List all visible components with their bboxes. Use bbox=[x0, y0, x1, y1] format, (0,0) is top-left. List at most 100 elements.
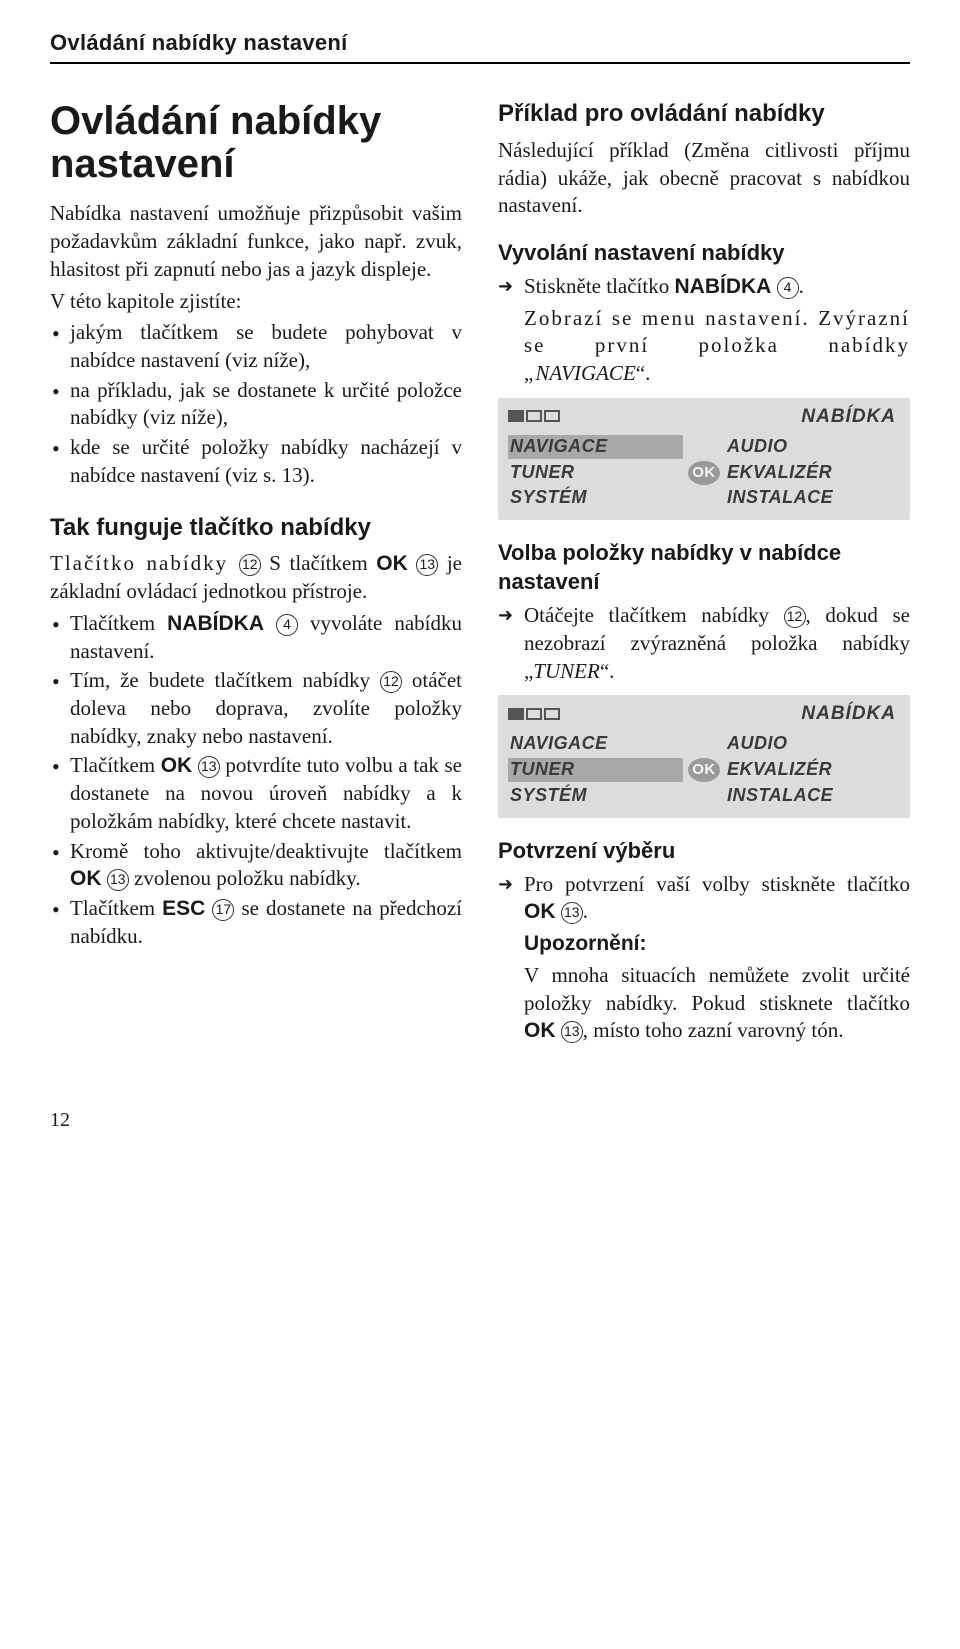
text-fragment: Otáčejte tlačítkem nabídky bbox=[524, 603, 784, 627]
menu-item-navigace: NAVIGACE bbox=[508, 435, 683, 459]
ok-label: OK bbox=[70, 867, 102, 890]
note-heading: Upozornění: bbox=[498, 930, 910, 958]
ok-label: OK bbox=[161, 754, 193, 777]
text-fragment: Tlačítkem bbox=[70, 896, 162, 920]
nav-word: NAVIGACE bbox=[535, 361, 635, 385]
menu-item-tuner: TUNER bbox=[508, 461, 683, 485]
text-fragment: . bbox=[583, 899, 588, 923]
two-column-layout: Ovládání nabídky nastavení Nabídka nasta… bbox=[50, 100, 910, 1049]
ok-badge: OK bbox=[688, 758, 720, 782]
tak-bullets: Tlačítkem NABÍDKA 4 vyvoláte nabídku nas… bbox=[50, 610, 462, 951]
device-left-col: NAVIGACE TUNER SYSTÉM bbox=[508, 435, 683, 510]
text-fragment: V mnoha situacích nemůžete zvolit určité… bbox=[524, 963, 910, 1015]
ref-circle-12: 12 bbox=[380, 671, 402, 693]
device-display-1: NABÍDKA NAVIGACE TUNER SYSTÉM OK AUDIO E… bbox=[498, 398, 910, 520]
esc-label: ESC bbox=[162, 897, 205, 920]
device-toprow: NABÍDKA bbox=[508, 404, 900, 429]
list-item: kde se určité položky nabídky nacházejí … bbox=[50, 434, 462, 489]
ok-label: OK bbox=[524, 1019, 556, 1042]
ref-circle-13: 13 bbox=[561, 1021, 583, 1043]
subheading: Volba položky nabídky v nabídce nastaven… bbox=[498, 538, 910, 596]
step-item: Otáčejte tlačítkem nabídky 12, dokud se … bbox=[498, 602, 910, 685]
nabidka-label: NABÍDKA bbox=[674, 275, 771, 298]
step-item: Pro potvrzení vaší volby stiskněte tlačí… bbox=[498, 871, 910, 926]
note-label: Upozornění: bbox=[524, 932, 646, 955]
section-heading: Tak funguje tlačítko nabídky bbox=[50, 514, 462, 543]
ref-circle-13: 13 bbox=[198, 756, 220, 778]
ok-label: OK bbox=[376, 552, 408, 575]
text-fragment: Stiskněte tlačítko bbox=[524, 274, 674, 298]
text-fragment: , místo toho zazní varovný tón. bbox=[583, 1018, 844, 1042]
status-boxes-icon bbox=[508, 410, 560, 422]
ok-wrap: OK bbox=[683, 461, 725, 485]
menu-item-audio: AUDIO bbox=[725, 732, 900, 756]
list-item: Tlačítkem ESC 17 se dostanete na předcho… bbox=[50, 895, 462, 950]
running-head: Ovládání nabídky nastavení bbox=[50, 30, 910, 56]
menu-item-navigace: NAVIGACE bbox=[508, 732, 683, 756]
paragraph: Zobrazí se menu nastavení. Zvýrazní se p… bbox=[498, 305, 910, 388]
device-display-2: NABÍDKA NAVIGACE TUNER SYSTÉM OK AUDIO E… bbox=[498, 695, 910, 817]
subheading: Vyvolání nastavení nabídky bbox=[498, 238, 910, 267]
ref-circle-13: 13 bbox=[107, 869, 129, 891]
menu-item-tuner: TUNER bbox=[508, 758, 683, 782]
status-boxes-icon bbox=[508, 708, 560, 720]
prelist-text: V této kapitole zjistíte: bbox=[50, 288, 462, 316]
step-item: Stiskněte tlačítko NABÍDKA 4. bbox=[498, 273, 910, 301]
list-item: jakým tlačítkem se budete pohybovat v na… bbox=[50, 319, 462, 374]
device-right-col: AUDIO EKVALIZÉR INSTALACE bbox=[725, 435, 900, 510]
right-column: Příklad pro ovládání nabídky Následující… bbox=[498, 100, 910, 1049]
ref-circle-4: 4 bbox=[777, 277, 799, 299]
text-fragment: zvolenou položku nabídky. bbox=[129, 866, 361, 890]
list-item: Tím, že budete tlačítkem nabídky 12 otáč… bbox=[50, 667, 462, 750]
left-column: Ovládání nabídky nastavení Nabídka nasta… bbox=[50, 100, 462, 1049]
menu-item-ekvalizer: EKVALIZÉR bbox=[725, 758, 900, 782]
page-number: 12 bbox=[50, 1109, 910, 1132]
device-toprow: NABÍDKA bbox=[508, 701, 900, 726]
list-item: Tlačítkem NABÍDKA 4 vyvoláte nabídku nas… bbox=[50, 610, 462, 665]
paragraph: Následující příklad (Změna citlivosti př… bbox=[498, 137, 910, 220]
device-left-col: NAVIGACE TUNER SYSTÉM bbox=[508, 732, 683, 807]
text-fragment: Kromě toho aktivujte/deaktivujte tlačítk… bbox=[70, 839, 462, 863]
menu-item-instalace: INSTALACE bbox=[725, 784, 900, 808]
intro-paragraph: Nabídka nastavení umožňuje přizpůsobit v… bbox=[50, 200, 462, 283]
head-rule bbox=[50, 62, 910, 64]
text-fragment: . bbox=[799, 274, 804, 298]
list-item: na příkladu, jak se dostanete k určité p… bbox=[50, 377, 462, 432]
device-grid: NAVIGACE TUNER SYSTÉM OK AUDIO EKVALIZÉR… bbox=[508, 435, 900, 510]
text-fragment: “. bbox=[636, 361, 651, 385]
ok-label: OK bbox=[524, 900, 556, 923]
text-fragment: Tlačítkem bbox=[70, 611, 167, 635]
chapter-bullets: jakým tlačítkem se budete pohybovat v na… bbox=[50, 319, 462, 489]
menu-item-system: SYSTÉM bbox=[508, 784, 683, 808]
ref-circle-13: 13 bbox=[416, 554, 438, 576]
page-title: Ovládání nabídky nastavení bbox=[50, 100, 462, 186]
ref-circle-4: 4 bbox=[276, 614, 298, 636]
section-heading: Příklad pro ovládání nabídky bbox=[498, 100, 910, 129]
tuner-word: TUNER bbox=[533, 659, 600, 683]
note-paragraph: V mnoha situacích nemůžete zvolit určité… bbox=[498, 962, 910, 1045]
ref-circle-12: 12 bbox=[239, 554, 261, 576]
device-header: NABÍDKA bbox=[797, 701, 900, 726]
device-grid: NAVIGACE TUNER SYSTÉM OK AUDIO EKVALIZÉR… bbox=[508, 732, 900, 807]
menu-item-audio: AUDIO bbox=[725, 435, 900, 459]
text-fragment: “. bbox=[600, 659, 615, 683]
nabidka-label: NABÍDKA bbox=[167, 612, 264, 635]
list-item: Kromě toho aktivujte/deaktivujte tlačítk… bbox=[50, 838, 462, 893]
text-fragment: Tím, že budete tlačítkem nabídky bbox=[70, 668, 380, 692]
paragraph: Tlačítko nabídky 12 S tlačítkem OK 13 je… bbox=[50, 550, 462, 605]
text-fragment: Tlačítko nabídky bbox=[50, 551, 239, 575]
ok-badge: OK bbox=[688, 461, 720, 485]
text-fragment: S tlačítkem bbox=[261, 551, 376, 575]
ref-circle-13: 13 bbox=[561, 902, 583, 924]
ref-circle-12: 12 bbox=[784, 606, 806, 628]
text-fragment: Pro potvrzení vaší volby stiskněte tlačí… bbox=[524, 872, 910, 896]
text-fragment: Tlačítkem bbox=[70, 753, 161, 777]
menu-item-ekvalizer: EKVALIZÉR bbox=[725, 461, 900, 485]
menu-item-system: SYSTÉM bbox=[508, 486, 683, 510]
device-right-col: AUDIO EKVALIZÉR INSTALACE bbox=[725, 732, 900, 807]
menu-item-instalace: INSTALACE bbox=[725, 486, 900, 510]
ok-wrap: OK bbox=[683, 758, 725, 782]
ref-circle-17: 17 bbox=[212, 899, 234, 921]
device-header: NABÍDKA bbox=[797, 404, 900, 429]
subheading: Potvrzení výběru bbox=[498, 836, 910, 865]
